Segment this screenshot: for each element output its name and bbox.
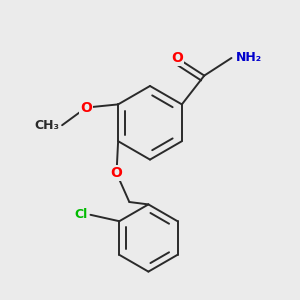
Text: Cl: Cl [74, 208, 87, 221]
Text: CH₃: CH₃ [34, 119, 59, 132]
Text: O: O [171, 51, 183, 65]
Text: O: O [80, 100, 92, 115]
Text: O: O [111, 166, 122, 180]
Text: NH₂: NH₂ [236, 52, 262, 64]
